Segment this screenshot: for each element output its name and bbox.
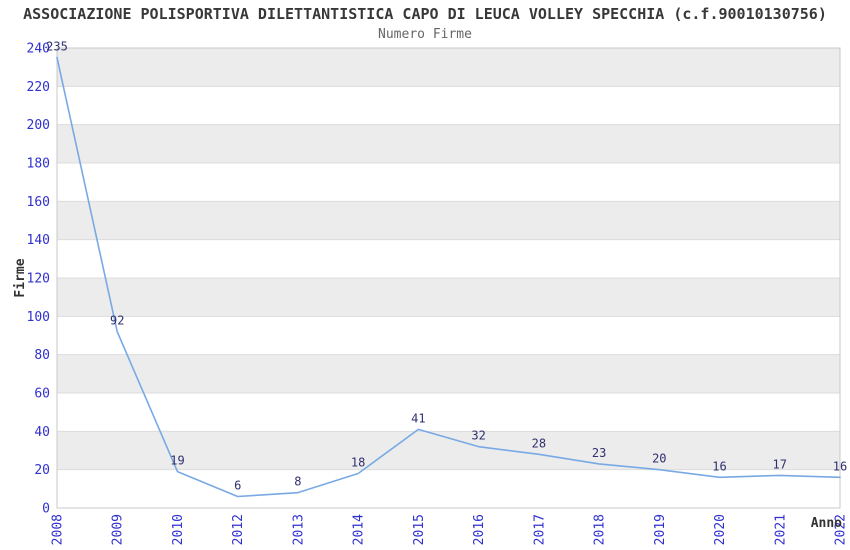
data-point-label: 20 [652, 452, 666, 466]
data-point-label: 8 [294, 475, 301, 489]
y-tick-label: 140 [27, 233, 50, 248]
y-tick-label: 180 [27, 157, 50, 172]
y-tick-label: 80 [34, 348, 50, 363]
y-tick-label: 0 [42, 502, 50, 517]
x-tick-label: 2017 [532, 514, 547, 545]
plot-band [57, 278, 840, 317]
data-point-label: 32 [471, 429, 485, 443]
plot-band [57, 201, 840, 240]
y-tick-label: 160 [27, 195, 50, 210]
y-tick-label: 220 [27, 80, 50, 95]
x-tick-label: 2010 [171, 514, 186, 545]
data-point-label: 6 [234, 479, 241, 493]
data-point-label: 235 [46, 40, 68, 54]
y-tick-label: 240 [27, 42, 50, 57]
data-point-label: 17 [773, 457, 787, 471]
data-point-label: 18 [351, 456, 365, 470]
x-tick-label: 2015 [412, 514, 427, 545]
data-point-label: 16 [833, 459, 847, 473]
data-point-label: 28 [532, 436, 546, 450]
data-point-label: 19 [170, 454, 184, 468]
data-point-label: 92 [110, 314, 124, 328]
plot-band [57, 124, 840, 163]
x-tick-label: 2019 [653, 514, 668, 545]
data-line [56, 56, 841, 498]
x-tick-label: 2020 [713, 514, 728, 545]
x-tick-label: 2016 [472, 514, 487, 545]
x-tick-label: 2012 [231, 514, 246, 545]
plot-band [57, 354, 840, 393]
y-tick-label: 200 [27, 118, 50, 133]
data-point-label: 23 [592, 446, 606, 460]
x-axis-title: Anno [811, 516, 842, 531]
x-tick-label: 2018 [593, 514, 608, 545]
y-tick-label: 60 [34, 387, 50, 402]
chart-subtitle: Numero Firme [378, 27, 472, 42]
x-tick-label: 2009 [111, 514, 126, 545]
x-tick-label: 2008 [51, 514, 66, 545]
x-tick-label: 2013 [291, 514, 306, 545]
plot-band [57, 48, 840, 87]
y-tick-label: 120 [27, 272, 50, 287]
plot-border [56, 47, 841, 509]
x-tick-label: 2022 [834, 514, 849, 545]
chart-title: ASSOCIAZIONE POLISPORTIVA DILETTANTISTIC… [23, 5, 827, 23]
data-point-label: 16 [712, 459, 726, 473]
y-tick-label: 40 [34, 425, 50, 440]
x-tick-label: 2014 [352, 514, 367, 545]
y-axis-title: Firme [13, 258, 28, 297]
y-tick-label: 20 [34, 463, 50, 478]
x-tick-label: 2021 [773, 514, 788, 545]
y-tick-label: 100 [27, 310, 50, 325]
data-point-label: 41 [411, 411, 425, 425]
